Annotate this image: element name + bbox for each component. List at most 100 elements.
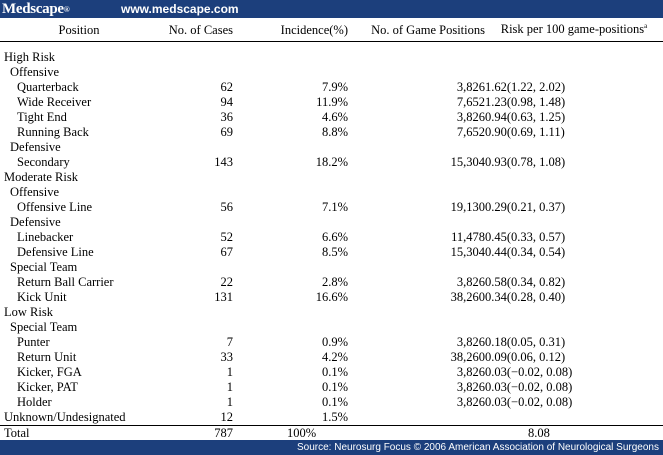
incidence-cell: 2.8% — [321, 275, 348, 289]
table-group-row: Defensive — [0, 215, 663, 230]
incidence-cell: 8.5% — [321, 245, 348, 259]
table-group-row: Moderate Risk — [0, 170, 663, 185]
cases-cell — [158, 305, 233, 320]
position-cell: Secondary — [17, 155, 70, 169]
cases-cell: 67 — [220, 245, 234, 259]
risk-footnote-mark: a — [644, 22, 648, 31]
position-cell: Linebacker — [17, 230, 74, 244]
table-body: High Risk Offensive Quarterback 62 7.9% 3,826… — [0, 42, 663, 441]
cases-cell: 131 — [214, 290, 233, 304]
risk-cell: 0.18(0.05, 0.31) — [485, 335, 566, 349]
table-group-row: Offensive — [0, 65, 663, 80]
position-cell: Return Ball Carrier — [17, 275, 114, 289]
cases-cell: 1 — [226, 380, 233, 394]
table-row: Kicker, PAT 1 0.1% 3,826 0.03(−0.02, 0.08) — [0, 380, 663, 395]
table-group-row: Low Risk — [0, 305, 663, 320]
cases-cell: 56 — [220, 200, 234, 214]
table-row: Quarterback 62 7.9% 3,826 1.62(1.22, 2.02) — [0, 80, 663, 95]
total-risk-cell: 8.08 — [485, 425, 663, 441]
cases-cell: 36 — [220, 110, 234, 124]
cases-cell: 69 — [220, 125, 234, 139]
position-cell: Special Team — [10, 320, 78, 334]
cases-cell: 33 — [220, 350, 234, 364]
table-group-row: Offensive — [0, 185, 663, 200]
risk-cell — [485, 305, 663, 320]
incidence-cell — [233, 185, 348, 200]
total-cases-cell: 787 — [158, 425, 233, 441]
incidence-cell: 4.2% — [321, 350, 348, 364]
table-row: Running Back 69 8.8% 7,652 0.90(0.69, 1.11) — [0, 125, 663, 140]
incidence-cell — [233, 170, 348, 185]
site-url-link[interactable]: www.medscape.com — [121, 2, 239, 16]
risk-cell: 1.23(0.98, 1.48) — [485, 95, 566, 109]
incidence-cell: 1.5% — [321, 410, 348, 424]
risk-cell: 0.58(0.34, 0.82) — [485, 275, 566, 289]
cases-cell — [158, 140, 233, 155]
position-cell: Unknown/Undesignated — [4, 410, 126, 424]
game-positions-cell: 15,304 — [450, 245, 485, 259]
position-cell: Running Back — [17, 125, 89, 139]
game-positions-cell — [348, 320, 485, 335]
cases-cell: 94 — [220, 95, 234, 109]
cases-cell — [158, 215, 233, 230]
incidence-cell: 0.1% — [321, 380, 348, 394]
risk-cell: 0.34(0.28, 0.40) — [485, 290, 566, 304]
game-positions-cell — [348, 215, 485, 230]
incidence-cell — [233, 260, 348, 275]
incidence-cell: 6.6% — [321, 230, 348, 244]
risk-cell — [485, 260, 663, 275]
risk-cell — [485, 170, 663, 185]
risk-cell: 0.90(0.69, 1.11) — [485, 125, 565, 139]
position-cell: Offensive — [10, 65, 60, 79]
incidence-cell — [233, 320, 348, 335]
game-positions-cell: 3,826 — [456, 110, 485, 124]
position-cell: Return Unit — [17, 350, 77, 364]
medscape-logo[interactable]: Medscape® — [2, 0, 70, 18]
incidence-cell: 7.1% — [321, 200, 348, 214]
table-group-row: Special Team — [0, 260, 663, 275]
table-row: Linebacker 52 6.6% 11,478 0.45(0.33, 0.57) — [0, 230, 663, 245]
position-cell: Moderate Risk — [4, 170, 78, 184]
position-cell: Wide Receiver — [17, 95, 92, 109]
game-positions-cell: 38,260 — [450, 350, 485, 364]
game-positions-cell: 15,304 — [450, 155, 485, 169]
injury-risk-table: Position No. of Cases Incidence(%) No. o… — [0, 19, 663, 441]
risk-cell: 0.45(0.33, 0.57) — [485, 230, 566, 244]
incidence-cell: 0.1% — [321, 395, 348, 409]
risk-cell: 1.62(1.22, 2.02) — [485, 80, 566, 94]
incidence-cell: 16.6% — [315, 290, 348, 304]
col-header-position: Position — [0, 19, 158, 42]
cases-cell: 22 — [220, 275, 234, 289]
incidence-cell — [233, 50, 348, 65]
table-header-row: Position No. of Cases Incidence(%) No. o… — [0, 19, 663, 42]
cases-cell — [158, 170, 233, 185]
incidence-cell — [233, 65, 348, 80]
game-positions-cell — [348, 260, 485, 275]
table-row: Tight End 36 4.6% 3,826 0.94(0.63, 1.25) — [0, 110, 663, 125]
game-positions-cell — [348, 185, 485, 200]
incidence-cell: 18.2% — [315, 155, 348, 169]
position-cell: Kicker, FGA — [17, 365, 82, 379]
cases-cell: 143 — [214, 155, 233, 169]
cases-cell — [158, 65, 233, 80]
risk-cell: 0.44(0.34, 0.54) — [485, 245, 566, 259]
risk-cell: 0.94(0.63, 1.25) — [485, 110, 566, 124]
table-row: Holder 1 0.1% 3,826 0.03(−0.02, 0.08) — [0, 395, 663, 410]
risk-cell: 0.03(−0.02, 0.08) — [485, 365, 573, 379]
col-header-cases: No. of Cases — [158, 19, 233, 42]
position-cell: High Risk — [4, 50, 56, 64]
col-header-game-positions: No. of Game Positions — [348, 19, 485, 42]
game-positions-cell: 38,260 — [450, 290, 485, 304]
total-incidence-cell: 100% — [233, 425, 348, 441]
position-cell: Holder — [17, 395, 52, 409]
game-positions-cell: 11,478 — [451, 230, 485, 244]
risk-cell: 0.93(0.78, 1.08) — [485, 155, 566, 169]
position-cell: Defensive — [10, 215, 61, 229]
game-positions-cell — [348, 410, 485, 426]
game-positions-cell: 19,130 — [450, 200, 485, 214]
cases-cell — [158, 260, 233, 275]
source-footer: Source: Neurosurg Focus © 2006 American … — [0, 440, 663, 455]
incidence-cell: 11.9% — [316, 95, 348, 109]
cases-cell: 1 — [226, 365, 233, 379]
